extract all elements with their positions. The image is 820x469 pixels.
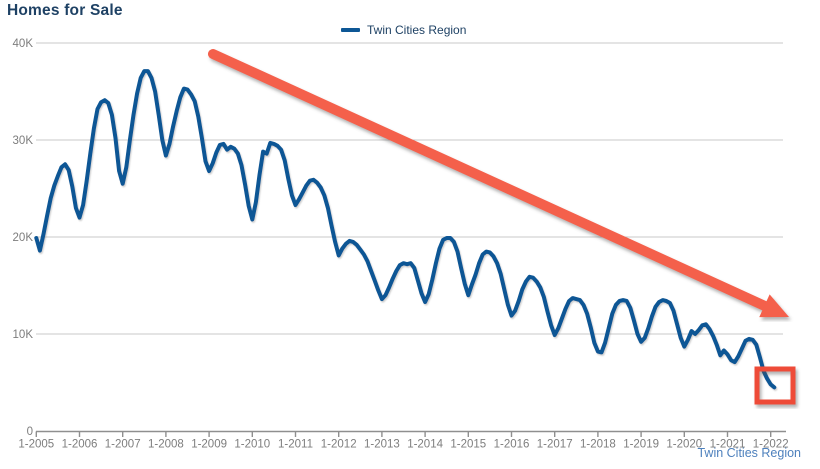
x-axis-label: 1-2006: [62, 439, 98, 451]
x-axis-label: 1-2008: [148, 439, 184, 451]
series-line[interactable]: [34, 69, 777, 390]
y-axis-label: 40K: [13, 38, 34, 50]
x-axis-label: 1-2005: [18, 439, 54, 451]
chart-title: Homes for Sale: [7, 2, 123, 19]
x-axis-label: 1-2011: [278, 439, 313, 451]
x-axis-label: 1-2022: [753, 439, 789, 451]
legend-item-twin-cities[interactable]: Twin Cities Region: [341, 23, 466, 37]
x-axis-label: 1-2019: [623, 439, 659, 451]
x-axis-label: 1-2015: [450, 439, 486, 451]
x-axis-label: 1-2007: [105, 439, 141, 451]
trend-arrow-head: [759, 294, 789, 318]
y-axis-label: 30K: [13, 135, 34, 147]
y-axis-label: 20K: [13, 232, 34, 244]
y-axis-label: 10K: [13, 329, 34, 341]
x-axis-label: 1-2016: [494, 439, 530, 451]
x-axis-label: 1-2017: [537, 439, 573, 451]
x-axis-label: 1-2010: [234, 439, 270, 451]
x-axis-label: 1-2009: [191, 439, 227, 451]
x-axis-label: 1-2018: [580, 439, 616, 451]
x-axis-label: 1-2020: [666, 439, 702, 451]
trend-arrow-shaft: [208, 49, 773, 313]
highlight-box: [754, 366, 796, 405]
x-axis-label: 1-2012: [321, 439, 357, 451]
y-axis-label: 0: [27, 426, 33, 438]
series-source-link[interactable]: Twin Cities Region: [697, 446, 801, 460]
x-axis-label: 1-2013: [364, 439, 400, 451]
x-axis-label: 1-2014: [407, 439, 443, 451]
x-axis-label: 1-2021: [710, 439, 746, 451]
legend-line-swatch: [341, 28, 360, 32]
legend-label: Twin Cities Region: [367, 23, 467, 37]
